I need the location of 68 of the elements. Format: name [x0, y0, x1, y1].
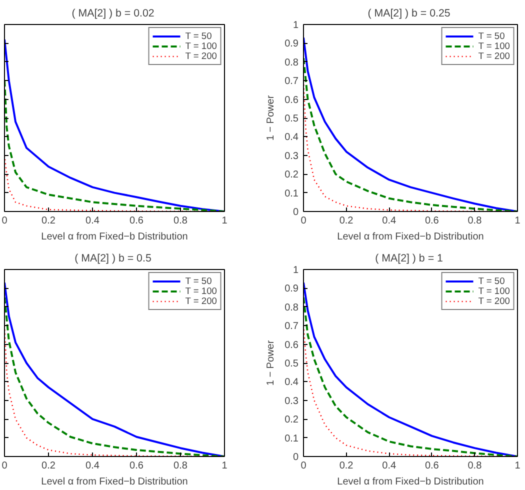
chart-title: ( MA[2] ) b = 1 — [375, 252, 443, 264]
legend-label: T = 100 — [185, 286, 217, 296]
chart-title: ( MA[2] ) b = 0.02 — [72, 8, 154, 20]
legend-label: T = 50 — [478, 276, 505, 286]
y-tick-label: 0.4 — [284, 132, 299, 144]
y-tick-label: 0.4 — [284, 377, 299, 388]
x-tick-label: 1 — [222, 216, 228, 226]
x-tick-label: 0.8 — [468, 216, 482, 226]
x-axis-title: Level α from Fixed−b Distribution — [337, 476, 484, 488]
y-tick-label: 0.3 — [284, 396, 299, 407]
y-tick-label: 0.8 — [284, 57, 299, 68]
y-tick-label: 0.9 — [284, 284, 299, 295]
legend-label: T = 200 — [478, 296, 510, 306]
legend-label: T = 200 — [185, 51, 217, 61]
x-tick-label: 0.4 — [86, 460, 100, 472]
legend-label: T = 100 — [185, 41, 217, 51]
x-tick-label: 0.2 — [42, 460, 56, 472]
y-tick-label: 0.2 — [284, 414, 299, 426]
y-tick-label: 0.5 — [284, 358, 299, 370]
y-tick-label: 1 — [292, 265, 299, 276]
y-tick-label: 0 — [292, 452, 299, 463]
y-tick-label: 0.1 — [284, 188, 299, 200]
x-tick-label: 0.6 — [424, 460, 440, 472]
x-tick-label: 0.4 — [86, 216, 100, 226]
x-tick-label: 0.6 — [424, 216, 440, 226]
x-tick-label: 0 — [2, 216, 8, 226]
y-tick-label: 0.5 — [284, 114, 299, 124]
x-tick-label: 0.2 — [339, 460, 354, 472]
x-tick-label: 0.4 — [382, 460, 396, 472]
y-axis-title: 1 − Power — [266, 340, 277, 386]
legend-label: T = 50 — [478, 31, 505, 41]
y-tick-label: 0.7 — [284, 321, 299, 332]
x-tick-label: 1 — [514, 216, 521, 226]
legend-label: T = 100 — [478, 286, 510, 296]
x-tick-label: 0 — [300, 216, 307, 226]
x-tick-label: 0.2 — [339, 216, 354, 226]
x-tick-label: 0.4 — [382, 216, 396, 226]
x-tick-label: 0.6 — [130, 216, 144, 226]
x-axis-title: Level α from Fixed−b Distribution — [41, 232, 188, 242]
y-tick-label: 0.6 — [284, 340, 299, 351]
y-tick-label: 0.8 — [284, 302, 299, 314]
x-tick-label: 1 — [222, 460, 228, 472]
x-tick-label: 0.8 — [468, 460, 482, 472]
y-tick-label: 0.2 — [284, 170, 299, 181]
x-tick-label: 0 — [300, 460, 307, 472]
legend-label: T = 200 — [185, 296, 217, 306]
legend-label: T = 200 — [478, 51, 510, 61]
x-axis-title: Level α from Fixed−b Distribution — [337, 232, 484, 242]
chart-title: ( MA[2] ) b = 0.25 — [368, 8, 450, 20]
x-tick-label: 0.8 — [174, 460, 188, 472]
y-tick-label: 0.3 — [284, 150, 299, 162]
y-tick-label: 0.6 — [284, 94, 299, 106]
y-tick-label: 0.7 — [284, 76, 299, 88]
y-tick-label: 0 — [292, 207, 299, 218]
x-tick-label: 0.2 — [42, 216, 56, 226]
chart-title: ( MA[2] ) b = 0.5 — [74, 252, 152, 264]
y-tick-label: 1 — [292, 20, 299, 31]
legend-label: T = 100 — [478, 41, 510, 51]
x-tick-label: 0 — [2, 460, 8, 472]
y-axis-title: 1 − Power — [266, 94, 277, 141]
y-tick-label: 0.1 — [284, 433, 299, 444]
legend-label: T = 50 — [185, 31, 212, 41]
x-tick-label: 1 — [514, 460, 521, 472]
x-tick-label: 0.6 — [130, 460, 144, 472]
x-tick-label: 0.8 — [174, 216, 188, 226]
x-axis-title: Level α from Fixed−b Distribution — [41, 476, 188, 488]
y-tick-label: 0.9 — [284, 38, 299, 50]
legend-label: T = 50 — [185, 276, 212, 286]
